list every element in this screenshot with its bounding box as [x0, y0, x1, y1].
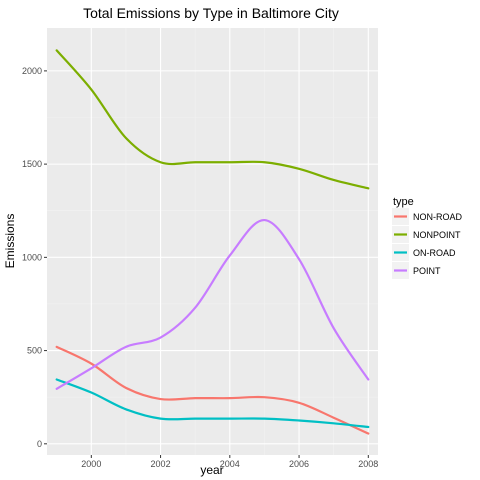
- x-tick-label: 2000: [81, 459, 101, 469]
- y-axis-title: Emissions: [3, 214, 17, 269]
- series-line-non-road: [55, 345, 370, 435]
- series-lines: [55, 49, 370, 435]
- x-axis-title: year: [200, 463, 223, 477]
- legend-label-on-road: ON-ROAD: [413, 248, 456, 258]
- legend: type NON-ROAD NONPOINT ON-ROAD POINT: [392, 196, 462, 279]
- y-tick-label: 500: [27, 346, 42, 356]
- x-tick-label: 2004: [220, 459, 240, 469]
- y-axis: 0 500 1000 1500 2000: [22, 66, 47, 449]
- legend-label-nonpoint: NONPOINT: [413, 230, 461, 240]
- y-tick-label: 1000: [22, 252, 42, 262]
- y-tick-label: 1500: [22, 159, 42, 169]
- y-tick-label: 2000: [22, 66, 42, 76]
- plot-panel: [47, 28, 378, 455]
- x-tick-label: 2006: [289, 459, 309, 469]
- legend-label-point: POINT: [413, 266, 441, 276]
- chart-title: Total Emissions by Type in Baltimore Cit…: [83, 5, 339, 21]
- legend-label-non-road: NON-ROAD: [413, 212, 462, 222]
- y-tick-label: 0: [37, 439, 42, 449]
- x-axis: 2000 2002 2004 2006 2008: [81, 455, 378, 469]
- legend-title: type: [393, 196, 414, 208]
- series-line-point: [55, 218, 370, 390]
- series-line-on-road: [55, 378, 370, 429]
- x-tick-label: 2008: [358, 459, 378, 469]
- x-tick-label: 2002: [151, 459, 171, 469]
- series-line-nonpoint: [55, 49, 370, 190]
- gridlines: [47, 28, 378, 455]
